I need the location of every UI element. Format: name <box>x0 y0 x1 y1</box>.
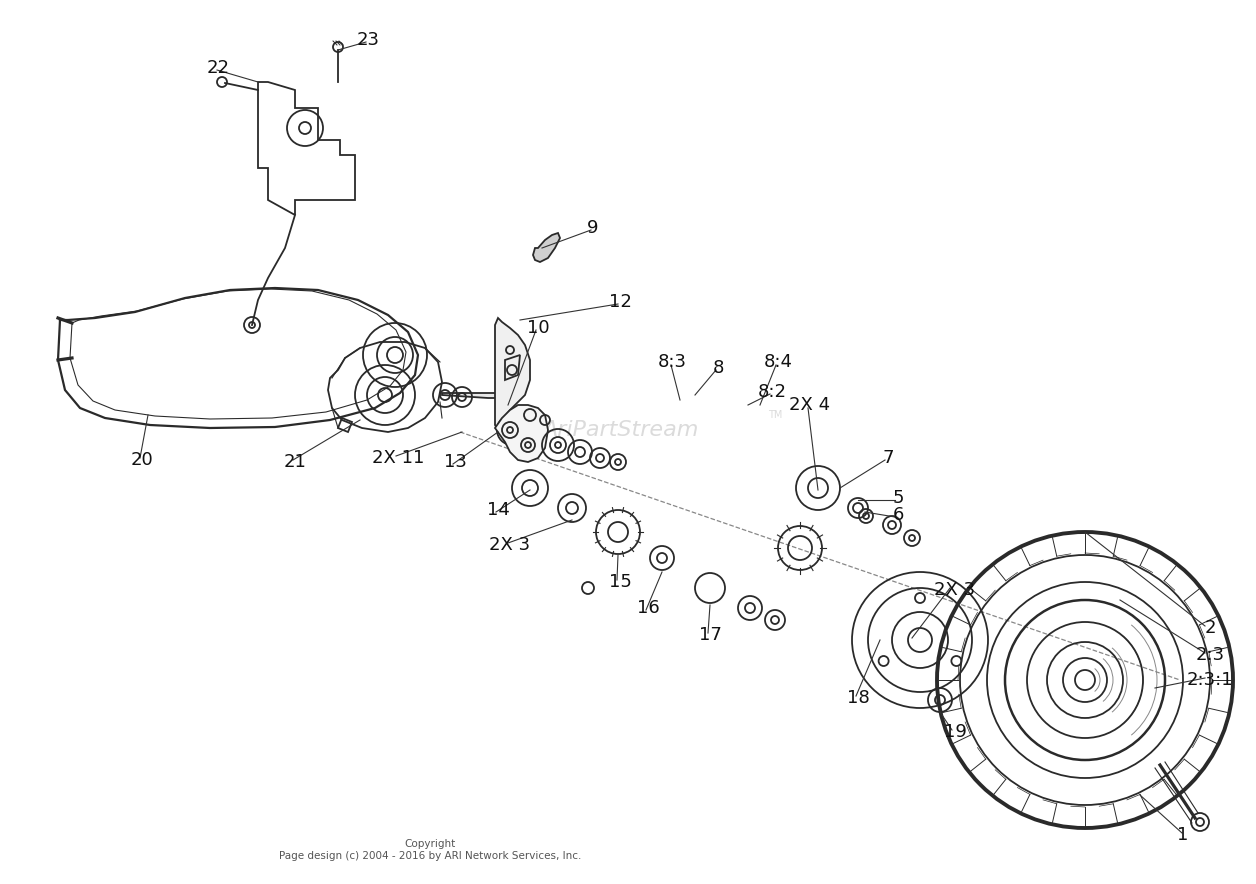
Polygon shape <box>495 318 530 430</box>
Text: 10: 10 <box>526 319 549 337</box>
Text: 5: 5 <box>892 489 904 507</box>
Text: 8: 8 <box>712 359 723 377</box>
Text: 19: 19 <box>943 723 966 741</box>
Text: 13: 13 <box>443 453 466 471</box>
Text: 21: 21 <box>284 453 306 471</box>
Text: 2X 11: 2X 11 <box>372 449 425 467</box>
Text: 1: 1 <box>1177 826 1188 844</box>
Text: 7: 7 <box>882 449 894 467</box>
Polygon shape <box>442 390 512 398</box>
Text: 8:3: 8:3 <box>657 353 687 371</box>
Text: 15: 15 <box>609 573 632 591</box>
Text: 2: 2 <box>1205 619 1216 637</box>
Text: 2X 4: 2X 4 <box>790 396 830 414</box>
Text: AriPartStream: AriPartStream <box>541 420 698 440</box>
Text: 6: 6 <box>892 506 903 524</box>
Text: 22: 22 <box>206 59 230 77</box>
Polygon shape <box>495 405 548 462</box>
Text: 18: 18 <box>847 689 869 707</box>
Text: 12: 12 <box>609 293 632 311</box>
Text: 17: 17 <box>698 626 721 644</box>
Text: 2X 3: 2X 3 <box>490 536 530 554</box>
Text: 9: 9 <box>588 219 599 237</box>
Text: 2X 3: 2X 3 <box>934 581 976 599</box>
Text: 20: 20 <box>131 451 153 469</box>
Text: 16: 16 <box>637 599 659 617</box>
Text: 23: 23 <box>357 31 379 49</box>
Text: 14: 14 <box>486 501 510 519</box>
Text: 8:4: 8:4 <box>764 353 793 371</box>
Text: 8:2: 8:2 <box>757 383 786 401</box>
Polygon shape <box>533 233 560 262</box>
Text: TM: TM <box>767 410 782 420</box>
Text: 2:3:1: 2:3:1 <box>1187 671 1233 689</box>
Text: 2:3: 2:3 <box>1196 646 1225 664</box>
Text: Copyright
Page design (c) 2004 - 2016 by ARI Network Services, Inc.: Copyright Page design (c) 2004 - 2016 by… <box>279 839 582 861</box>
